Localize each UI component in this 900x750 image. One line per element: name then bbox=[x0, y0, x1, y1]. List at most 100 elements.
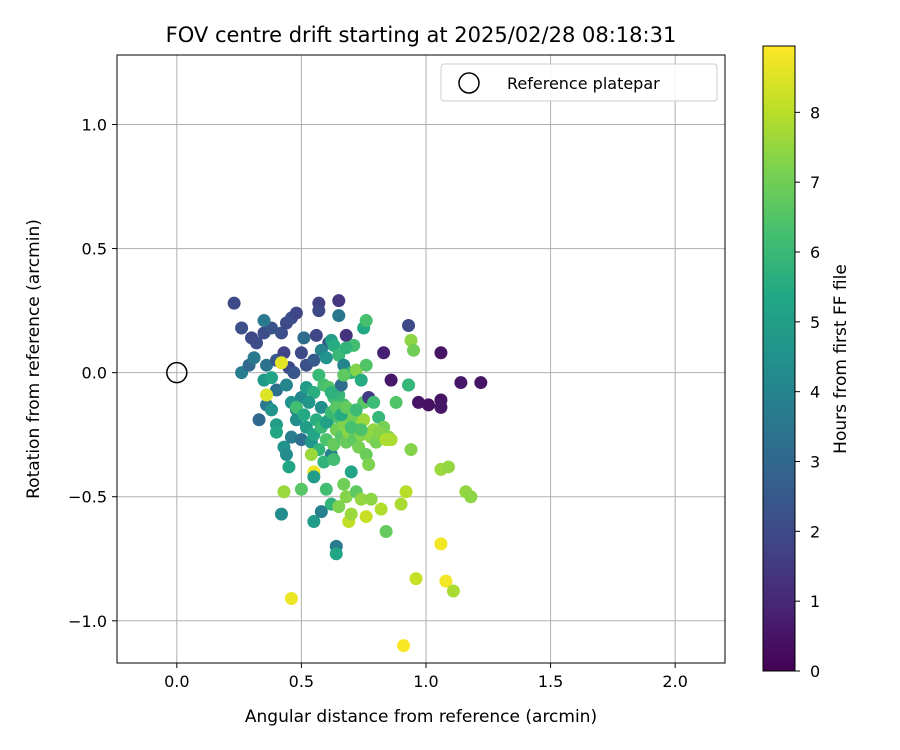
scatter-point bbox=[337, 477, 351, 491]
reference-platepar-marker bbox=[166, 361, 188, 384]
x-axis-ticks: 0.0 0.5 1.0 1.5 2.0 bbox=[164, 663, 688, 691]
scatter-point bbox=[354, 373, 368, 387]
scatter-point bbox=[319, 482, 333, 496]
scatter-point bbox=[397, 639, 411, 653]
scatter-point bbox=[339, 490, 353, 504]
scatter-point bbox=[307, 515, 321, 529]
scatter-point bbox=[402, 378, 416, 392]
scatter-point bbox=[334, 378, 348, 392]
scatter-point bbox=[250, 336, 264, 350]
scatter-point bbox=[349, 403, 363, 417]
x-axis-label: Angular distance from reference (arcmin) bbox=[245, 707, 597, 727]
scatter-point bbox=[359, 448, 373, 462]
x-tick-label: 1.0 bbox=[413, 672, 438, 691]
y-tick-label: −0.5 bbox=[68, 488, 107, 507]
scatter-point bbox=[319, 415, 333, 429]
scatter-point bbox=[307, 353, 321, 367]
scatter-point bbox=[282, 460, 296, 474]
scatter-point bbox=[399, 485, 413, 499]
colorbar-tick-label: 1 bbox=[810, 592, 820, 611]
scatter-point bbox=[421, 398, 435, 412]
scatter-point bbox=[474, 376, 488, 390]
scatter-point bbox=[304, 448, 318, 462]
scatter-point bbox=[302, 395, 316, 409]
scatter-point bbox=[314, 505, 328, 519]
scatter-point bbox=[434, 537, 448, 551]
scatter-point bbox=[434, 393, 448, 407]
scatter-point bbox=[384, 373, 398, 387]
scatter-point bbox=[362, 457, 376, 471]
scatter-point bbox=[464, 490, 478, 504]
scatter-point bbox=[367, 395, 381, 409]
scatter-point bbox=[294, 433, 308, 447]
scatter-point bbox=[384, 433, 398, 447]
scatter-point bbox=[257, 314, 271, 328]
colorbar-tick-label: 7 bbox=[810, 173, 820, 192]
scatter-point bbox=[260, 358, 274, 372]
scatter-point bbox=[297, 408, 311, 422]
legend-label: Reference platepar bbox=[507, 74, 660, 93]
colorbar-label: Hours from first FF file bbox=[831, 264, 851, 454]
scatter-point bbox=[354, 492, 368, 506]
chart-title: FOV centre drift starting at 2025/02/28 … bbox=[166, 23, 677, 47]
scatter-point bbox=[260, 388, 274, 402]
legend: Reference platepar bbox=[440, 63, 718, 102]
plot-frame bbox=[116, 54, 726, 664]
colorbar-ticks: 0 1 2 3 4 5 6 7 8 bbox=[795, 103, 820, 681]
y-tick-label: 0.5 bbox=[82, 240, 107, 259]
scatter-point bbox=[319, 351, 333, 365]
scatter-point bbox=[369, 435, 383, 449]
y-tick-label: 1.0 bbox=[82, 115, 107, 134]
scatter-point bbox=[339, 328, 353, 342]
colorbar-tick-label: 4 bbox=[810, 383, 820, 402]
grid-lines bbox=[117, 55, 725, 663]
scatter-point bbox=[354, 423, 368, 437]
scatter-point bbox=[294, 346, 308, 360]
scatter-point bbox=[314, 400, 328, 414]
scatter-point bbox=[269, 425, 283, 439]
scatter-point bbox=[394, 497, 408, 511]
scatter-point bbox=[297, 331, 311, 345]
scatter-point bbox=[277, 485, 291, 499]
scatter-point bbox=[337, 368, 351, 382]
scatter-point bbox=[332, 500, 346, 514]
scatter-point bbox=[332, 309, 346, 323]
y-tick-label: 0.0 bbox=[82, 364, 107, 383]
scatter-point bbox=[349, 363, 363, 377]
scatter-point bbox=[269, 383, 283, 397]
scatter-point bbox=[235, 321, 249, 335]
scatter-point bbox=[324, 386, 338, 400]
scatter-point bbox=[274, 326, 288, 340]
scatter-point bbox=[359, 358, 373, 372]
scatter-point bbox=[277, 346, 291, 360]
colorbar bbox=[762, 45, 796, 672]
scatter-point bbox=[412, 395, 426, 409]
scatter-point bbox=[327, 453, 341, 467]
scatter-point bbox=[252, 413, 266, 427]
scatter-point bbox=[377, 346, 391, 360]
scatter-point bbox=[357, 413, 371, 427]
scatter-point bbox=[264, 371, 278, 385]
x-tick-label: 2.0 bbox=[662, 672, 687, 691]
scatter-point bbox=[332, 294, 346, 308]
scatter-points bbox=[227, 294, 488, 653]
scatter-point bbox=[279, 378, 293, 392]
x-tick-label: 0.5 bbox=[289, 672, 314, 691]
scatter-point bbox=[359, 510, 373, 524]
scatter-point bbox=[294, 482, 308, 496]
scatter-point bbox=[374, 502, 388, 516]
scatter-point bbox=[439, 574, 453, 588]
scatter-point bbox=[339, 341, 353, 355]
scatter-point bbox=[317, 455, 331, 469]
scatter-point bbox=[402, 318, 416, 332]
y-axis-label: Rotation from reference (arcmin) bbox=[24, 219, 44, 499]
scatter-point bbox=[307, 386, 321, 400]
x-tick-label: 1.5 bbox=[538, 672, 563, 691]
scatter-point bbox=[312, 304, 326, 318]
scatter-point bbox=[284, 591, 298, 605]
scatter-point bbox=[227, 296, 241, 310]
x-tick-label: 0.0 bbox=[164, 672, 189, 691]
scatter-point bbox=[327, 338, 341, 352]
scatter-point bbox=[389, 395, 403, 409]
